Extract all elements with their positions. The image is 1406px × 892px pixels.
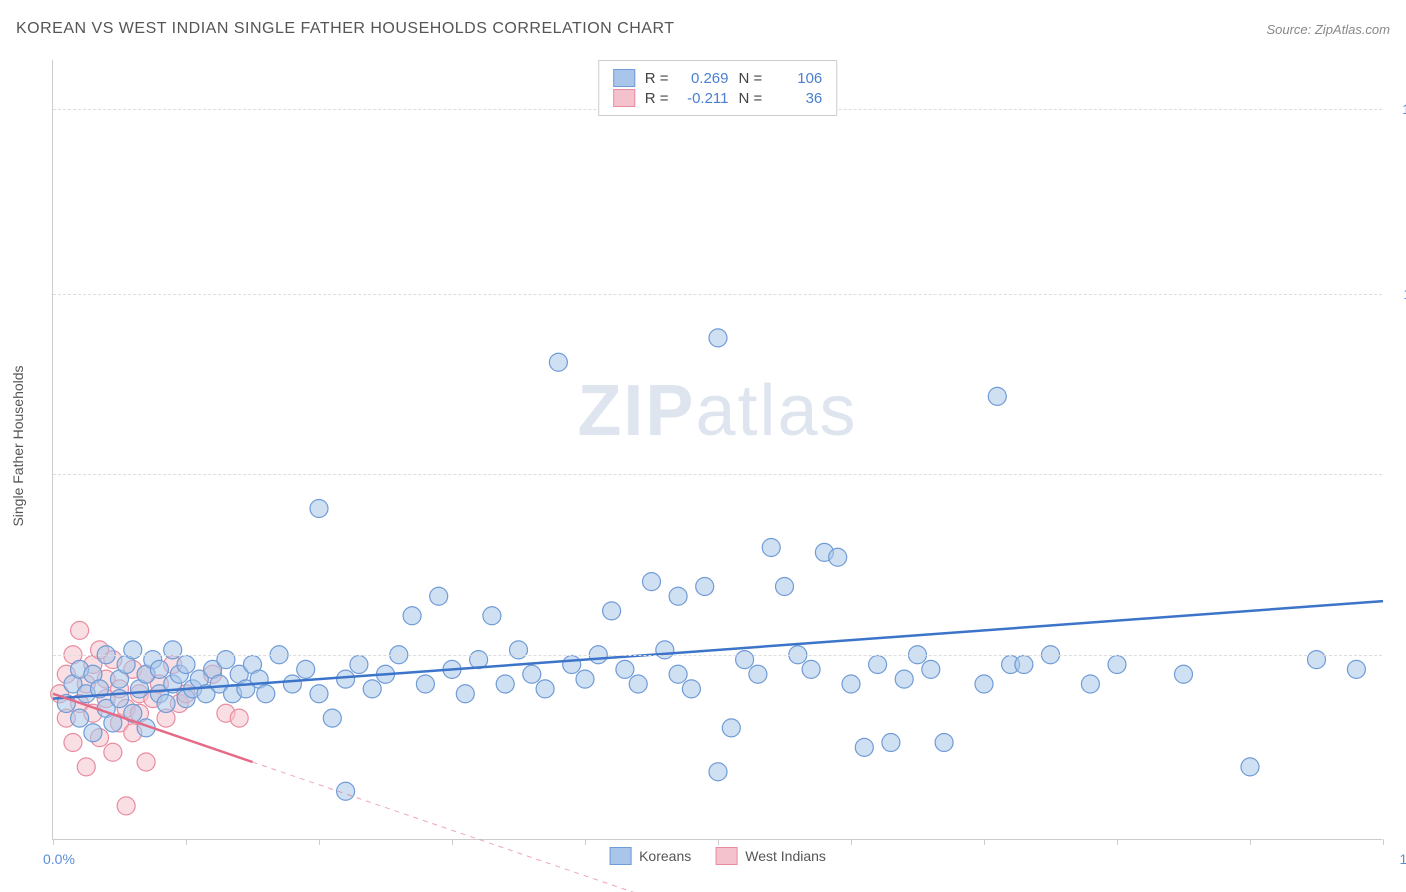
y-tick-label: 11.2% (1387, 286, 1406, 302)
legend-item-westindians: West Indians (715, 847, 826, 865)
x-tick (319, 839, 320, 845)
legend-item-koreans: Koreans (609, 847, 691, 865)
scatter-svg (53, 60, 1382, 839)
chart-title: KOREAN VS WEST INDIAN SINGLE FATHER HOUS… (16, 20, 674, 38)
x-tick (585, 839, 586, 845)
x-tick (851, 839, 852, 845)
x-tick (186, 839, 187, 845)
x-tick (1250, 839, 1251, 845)
y-tick-label: 15.0% (1387, 101, 1406, 117)
stats-row-koreans: R = 0.269 N = 106 (613, 69, 823, 87)
series-legend: Koreans West Indians (609, 847, 826, 865)
y-tick-label: 3.8% (1387, 647, 1406, 663)
grid-line (53, 474, 1382, 475)
x-axis-min-label: 0.0% (43, 851, 75, 867)
x-tick (1383, 839, 1384, 845)
x-tick (718, 839, 719, 845)
x-tick (1117, 839, 1118, 845)
x-axis-max-label: 100.0% (1400, 851, 1406, 867)
y-axis-title: Single Father Households (10, 365, 26, 526)
grid-line (53, 294, 1382, 295)
stats-legend: R = 0.269 N = 106 R = -0.211 N = 36 (598, 60, 838, 116)
x-tick (984, 839, 985, 845)
x-tick (452, 839, 453, 845)
swatch-westindians (613, 89, 635, 107)
swatch-koreans (613, 69, 635, 87)
swatch-westindians-icon (715, 847, 737, 865)
source-attribution: Source: ZipAtlas.com (1266, 22, 1390, 37)
swatch-koreans-icon (609, 847, 631, 865)
stats-row-westindians: R = -0.211 N = 36 (613, 89, 823, 107)
x-tick (53, 839, 54, 845)
chart-plot-area: ZIPatlas R = 0.269 N = 106 R = -0.211 N … (52, 60, 1382, 840)
y-tick-label: 7.5% (1387, 466, 1406, 482)
grid-line (53, 655, 1382, 656)
